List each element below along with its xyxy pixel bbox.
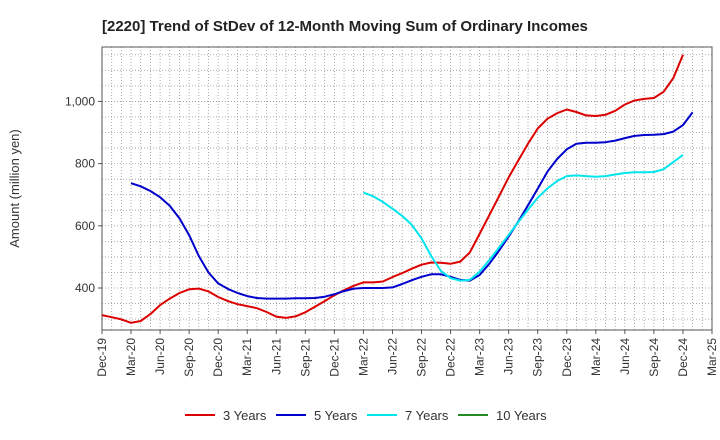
plot-area	[101, 46, 713, 331]
chart-title: [2220] Trend of StDev of 12-Month Moving…	[102, 18, 588, 35]
legend-label-3-years: 3 Years	[223, 408, 267, 423]
legend-label-5-years: 5 Years	[314, 408, 358, 423]
series-lines	[101, 54, 694, 324]
x-tick-label: Sep-23	[531, 338, 545, 377]
x-tick-label: Mar-20	[124, 338, 138, 376]
x-tick-label: Mar-21	[240, 338, 254, 376]
series-line-7-years	[363, 154, 684, 282]
x-tick-label: Mar-24	[589, 338, 603, 376]
x-tick-label: Dec-20	[211, 338, 225, 377]
x-tick-label: Sep-20	[182, 338, 196, 377]
x-tick-label: Jun-20	[153, 338, 167, 375]
x-tick-label: Jun-24	[618, 338, 632, 375]
x-tick-label: Dec-24	[676, 338, 690, 377]
y-tick-label: 1,000	[65, 94, 95, 108]
x-tick-label: Jun-21	[269, 338, 283, 375]
x-tick-label: Dec-19	[95, 338, 109, 377]
legend: 3 Years 5 Years 7 Years 10 Years	[185, 408, 547, 423]
x-tick-label: Sep-21	[298, 338, 312, 377]
x-tick-label: Dec-22	[444, 338, 458, 377]
x-tick-label: Jun-22	[385, 338, 399, 375]
x-tick-label: Mar-23	[473, 338, 487, 376]
y-tick-label: 600	[75, 219, 95, 233]
y-tick-label: 800	[75, 157, 95, 171]
series-line-3-years	[101, 54, 684, 324]
x-tick-label: Mar-22	[356, 338, 370, 376]
x-tick-label: Sep-24	[647, 338, 661, 377]
x-tick-label: Mar-25	[705, 338, 719, 376]
x-tick-label: Dec-23	[560, 338, 574, 377]
x-tick-label: Jun-23	[502, 338, 516, 375]
y-axis: 400 600 800 1,000	[65, 94, 102, 295]
legend-label-10-years: 10 Years	[496, 408, 547, 423]
x-axis: Dec-19 Mar-20 Jun-20 Sep-20 Dec-20 Mar-21 Jun-…	[95, 330, 719, 377]
y-axis-label: Amount (million yen)	[7, 129, 22, 248]
series-line-5-years	[130, 111, 694, 300]
x-tick-label: Dec-21	[327, 338, 341, 377]
y-tick-label: 400	[75, 281, 95, 295]
x-tick-label: Sep-22	[415, 338, 429, 377]
grid-lines	[102, 47, 712, 330]
legend-label-7-years: 7 Years	[405, 408, 449, 423]
